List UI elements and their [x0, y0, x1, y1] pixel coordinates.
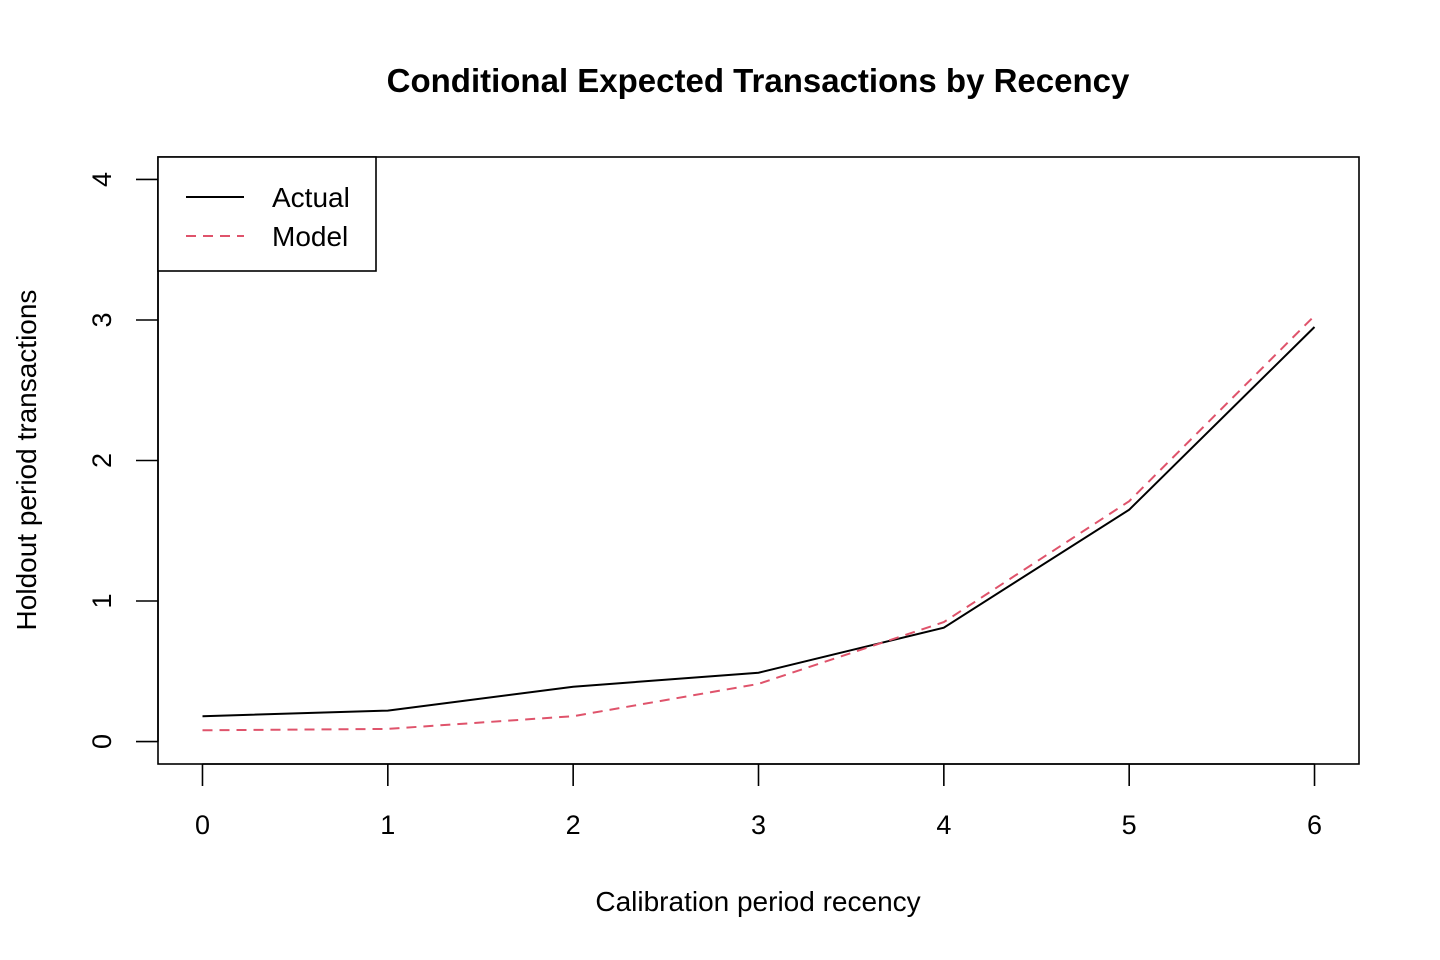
chart-title: Conditional Expected Transactions by Rec…	[387, 62, 1130, 99]
y-tick-label: 0	[87, 734, 117, 749]
series-line-model	[202, 315, 1316, 732]
series-layer	[202, 315, 1316, 732]
x-tick-label: 2	[566, 810, 581, 840]
legend-label-actual: Actual	[272, 182, 350, 213]
legend-box	[157, 156, 377, 272]
y-tick-label: 4	[87, 172, 117, 187]
x-axis-label: Calibration period recency	[595, 886, 920, 917]
y-tick-label: 1	[87, 593, 117, 608]
y-tick-label: 2	[87, 453, 117, 468]
x-tick-label: 3	[751, 810, 766, 840]
series-line-actual	[202, 326, 1316, 718]
legend-label-model: Model	[272, 221, 348, 252]
y-axis-label: Holdout period transactions	[11, 290, 42, 631]
y-axis: 0 1 2 3 4	[87, 172, 159, 749]
x-tick-label: 5	[1122, 810, 1137, 840]
x-tick-label: 0	[195, 810, 210, 840]
x-tick-label: 4	[936, 810, 951, 840]
x-tick-label: 6	[1307, 810, 1322, 840]
legend: Actual Model	[157, 156, 377, 272]
y-tick-label: 3	[87, 312, 117, 327]
x-axis: 0 1 2 3 4 5 6	[195, 763, 1322, 840]
x-tick-label: 1	[380, 810, 395, 840]
